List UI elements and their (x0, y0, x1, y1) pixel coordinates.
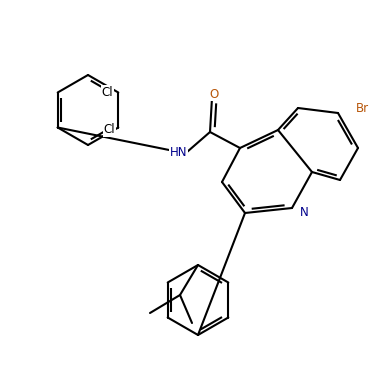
Text: O: O (209, 88, 218, 100)
Text: Cl: Cl (102, 86, 113, 99)
Text: N: N (300, 206, 309, 219)
Text: Cl: Cl (104, 123, 115, 136)
Text: Br: Br (356, 102, 369, 115)
Text: HN: HN (169, 145, 187, 158)
